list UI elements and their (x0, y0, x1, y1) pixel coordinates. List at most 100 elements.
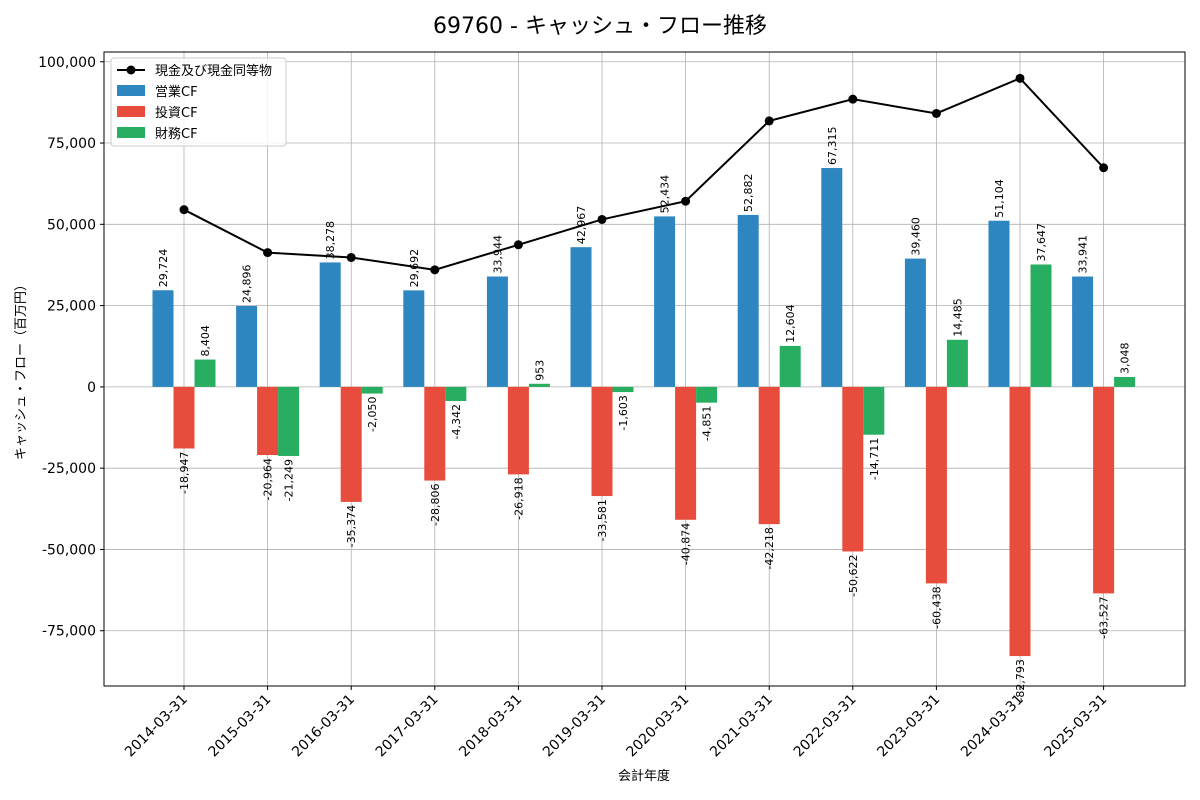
cash-point (597, 214, 607, 224)
bar-投資CF (257, 386, 279, 456)
bar-営業CF (654, 216, 676, 387)
data-label: 52,434 (659, 175, 672, 214)
bar-営業CF (152, 290, 174, 387)
bar-財務CF (1030, 264, 1052, 387)
cash-point (848, 94, 858, 104)
x-tick-label: 2025-03-31 (1042, 692, 1111, 761)
cash-line-layer (179, 73, 1109, 275)
data-label: -28,806 (429, 484, 442, 526)
data-label: 3,048 (1119, 342, 1132, 374)
cash-point (430, 265, 440, 275)
bar-投資CF (507, 386, 529, 475)
bar-営業CF (570, 247, 592, 387)
data-labels-layer: 29,724 24,896 38,278 29,692 33,944 42,967 52,4… (157, 127, 1132, 702)
bar-営業CF (737, 214, 759, 387)
data-label: -4,851 (701, 406, 714, 441)
data-label: 39,460 (909, 217, 922, 256)
bar-投資CF (842, 386, 864, 552)
cash-point (681, 196, 691, 206)
x-axis: 2014-03-31 2015-03-31 2016-03-31 2017-03-31… (122, 686, 1110, 760)
cash-point (346, 252, 356, 262)
bar-財務CF (863, 386, 885, 435)
data-label: -4,342 (450, 404, 463, 439)
x-tick-label: 2015-03-31 (206, 692, 275, 761)
bar-営業CF (1072, 276, 1094, 387)
data-label: -82,793 (1014, 659, 1027, 701)
legend-box (110, 57, 287, 147)
bar-財務CF (779, 345, 801, 387)
y-tick-label: -25,000 (42, 461, 96, 477)
data-label: 33,944 (491, 235, 504, 274)
cash-point (1015, 73, 1025, 83)
x-tick-label: 2017-03-31 (373, 692, 442, 761)
y-tick-label: -50,000 (42, 542, 96, 558)
data-label: 12,604 (784, 304, 797, 343)
cash-point (764, 116, 774, 126)
plot-frame (103, 51, 1186, 687)
data-label: 24,896 (241, 264, 254, 303)
data-label: 52,882 (742, 173, 755, 212)
x-tick-label: 2020-03-31 (624, 692, 693, 761)
y-tick-label: 0 (87, 380, 96, 396)
data-label: 8,404 (199, 325, 212, 357)
cash-point (263, 248, 273, 258)
grid-lines (104, 52, 1185, 686)
data-label: -26,918 (512, 477, 525, 519)
x-tick-label: 2014-03-31 (122, 692, 191, 761)
data-label: 67,315 (826, 127, 839, 166)
data-label: 51,104 (993, 179, 1006, 218)
bar-営業CF (403, 290, 425, 387)
data-label: -18,947 (178, 451, 191, 493)
cash-line (183, 77, 1105, 271)
bar-投資CF (675, 386, 697, 520)
legend-label: 投資CF (155, 105, 198, 121)
y-axis-label: キャッシュ・フロー（百万円） (14, 278, 29, 460)
legend-swatch-営業CF (117, 85, 145, 96)
y-tick-label: 75,000 (47, 136, 96, 152)
bar-財務CF (194, 359, 216, 387)
data-label: -1,603 (617, 395, 630, 430)
data-label: -50,622 (847, 554, 860, 596)
bar-投資CF (173, 386, 195, 449)
data-label: -42,218 (763, 527, 776, 569)
data-label: 33,941 (1077, 235, 1090, 274)
data-label: 29,724 (157, 249, 170, 288)
bar-財務CF (612, 386, 634, 393)
cash-point (179, 205, 189, 215)
bar-営業CF (319, 262, 341, 387)
bar-投資CF (340, 386, 362, 502)
data-label: 38,278 (324, 221, 337, 260)
legend-label: 現金及び現金同等物 (155, 63, 272, 79)
bar-投資CF (424, 386, 446, 481)
cash-point (513, 240, 523, 250)
bar-営業CF (904, 258, 926, 387)
x-tick-label: 2021-03-31 (707, 692, 776, 761)
data-label: -35,374 (345, 505, 358, 547)
bar-投資CF (591, 386, 613, 497)
bar-財務CF (946, 339, 968, 387)
bar-財務CF (361, 386, 383, 394)
data-label: -60,438 (930, 586, 943, 628)
x-tick-label: 2018-03-31 (456, 692, 525, 761)
x-tick-label: 2019-03-31 (540, 692, 609, 761)
data-label: -21,249 (283, 459, 296, 501)
data-label: 953 (533, 360, 546, 381)
y-tick-label: 25,000 (47, 299, 96, 315)
legend-label: 財務CF (155, 127, 198, 142)
x-axis-label: 会計年度 (618, 768, 670, 784)
bar-営業CF (486, 276, 508, 387)
data-label: -20,964 (262, 458, 275, 500)
legend-swatch-財務CF (117, 127, 145, 138)
data-label: 29,692 (408, 249, 421, 288)
x-tick-label: 2022-03-31 (791, 692, 860, 761)
x-tick-label: 2024-03-31 (958, 692, 1027, 761)
bar-投資CF (925, 386, 947, 584)
data-label: -40,874 (680, 523, 693, 565)
y-tick-label: 100,000 (38, 55, 96, 71)
bar-財務CF (278, 386, 300, 456)
bars-layer (152, 168, 1136, 657)
data-label: -33,581 (596, 499, 609, 541)
bar-営業CF (988, 220, 1010, 387)
data-label: 42,967 (575, 206, 588, 245)
